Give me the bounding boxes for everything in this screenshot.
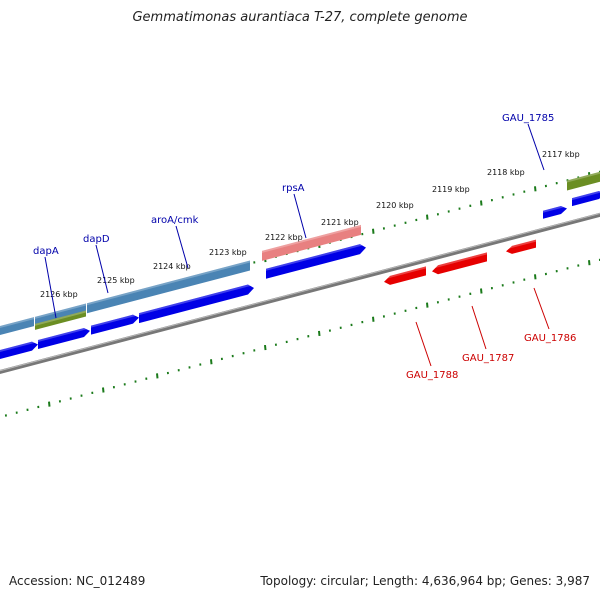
reverse-cds	[384, 266, 426, 285]
lower-tick-mark	[426, 302, 429, 308]
tick-label: 2121 kbp	[321, 218, 359, 227]
tick-label: 2123 kbp	[209, 248, 247, 257]
map-title: Gemmatimonas aurantiaca T-27, complete g…	[132, 10, 468, 25]
upper-tick-mark	[480, 200, 483, 206]
reverse-cds-shine	[506, 239, 536, 250]
gene-label: aroA/cmk	[151, 215, 199, 226]
reverse-cds-shine	[432, 252, 487, 269]
gene-block-shine	[0, 317, 34, 328]
label-leader-line	[527, 123, 545, 171]
tick-label: 2119 kbp	[432, 185, 470, 194]
label-leader-line	[533, 287, 550, 330]
gene-label: rpsA	[282, 183, 305, 194]
label-leader-line	[44, 256, 57, 319]
label-leader-line	[471, 305, 487, 350]
label-leader-line	[175, 225, 189, 269]
lower-tick-mark	[534, 274, 537, 280]
forward-cds-shine	[139, 282, 254, 316]
backbone-highlight	[0, 212, 600, 372]
gene-label: GAU_1787	[462, 353, 514, 364]
gene-label: GAU_1788	[406, 370, 458, 381]
lower-tick-mark	[372, 316, 375, 322]
reverse-cds	[506, 239, 536, 254]
tick-label: 2118 kbp	[487, 168, 525, 177]
label-leader-line	[293, 193, 307, 239]
gene-block-dapA	[35, 303, 86, 326]
accession-text: Accession: NC_012489	[9, 574, 146, 588]
lower-tick-mark	[588, 260, 591, 266]
forward-cds-shine	[0, 340, 38, 352]
forward-cds-shine	[91, 313, 139, 328]
forward-cds	[91, 314, 139, 335]
tick-label: 2125 kbp	[97, 276, 135, 285]
reverse-cds	[432, 252, 487, 275]
gene-block-dapA-shine	[35, 303, 86, 319]
lower-tick-mark	[102, 387, 105, 393]
forward-cds	[0, 341, 38, 359]
tick-label: 2122 kbp	[265, 233, 303, 242]
gene-block-aroA	[87, 260, 250, 314]
gene-label: dapA	[33, 246, 59, 257]
lower-tick-mark	[210, 359, 213, 365]
forward-cds-shine	[572, 190, 600, 201]
lower-tick-mark	[480, 288, 483, 294]
backbone-line	[0, 212, 600, 375]
label-leader-line	[95, 244, 109, 294]
forward-cds-shine	[543, 204, 567, 213]
forward-cds	[38, 327, 90, 350]
gene-block-olive-right-shine	[567, 171, 600, 183]
gene-block-rpsA	[262, 224, 361, 261]
gene-label: GAU_1786	[524, 333, 576, 344]
gene-block-olive-right	[567, 171, 600, 191]
gene-label: GAU_1785	[502, 113, 554, 124]
lower-tick-mark	[156, 373, 159, 379]
gene-block-olive-shine	[35, 310, 86, 326]
gene-block	[0, 317, 34, 335]
forward-cds	[139, 284, 254, 324]
forward-cds-shine	[266, 242, 366, 271]
forward-cds	[543, 206, 567, 219]
upper-tick-mark	[372, 228, 375, 234]
upper-tick-mark	[534, 186, 537, 192]
lower-tick-mark	[264, 344, 267, 351]
forward-cds	[266, 244, 366, 279]
gene-block-aroA-shine	[87, 260, 250, 306]
gene-block-rpsA-shine	[262, 224, 361, 253]
genome-summary-text: Topology: circular; Length: 4,636,964 bp…	[260, 574, 590, 588]
gene-label: dapD	[83, 234, 110, 245]
label-leader-line	[415, 321, 432, 367]
forward-cds	[572, 191, 600, 207]
reverse-cds-shine	[384, 266, 426, 280]
lower-tick-mark	[48, 401, 51, 407]
forward-cds-shine	[38, 326, 90, 343]
tick-label: 2120 kbp	[376, 201, 414, 210]
lower-tick-mark	[318, 330, 321, 337]
gene-block-olive	[35, 310, 86, 330]
tick-label: 2126 kbp	[40, 290, 78, 299]
tick-label: 2124 kbp	[153, 262, 191, 271]
tick-label: 2117 kbp	[542, 150, 580, 159]
upper-tick-mark	[426, 214, 429, 220]
